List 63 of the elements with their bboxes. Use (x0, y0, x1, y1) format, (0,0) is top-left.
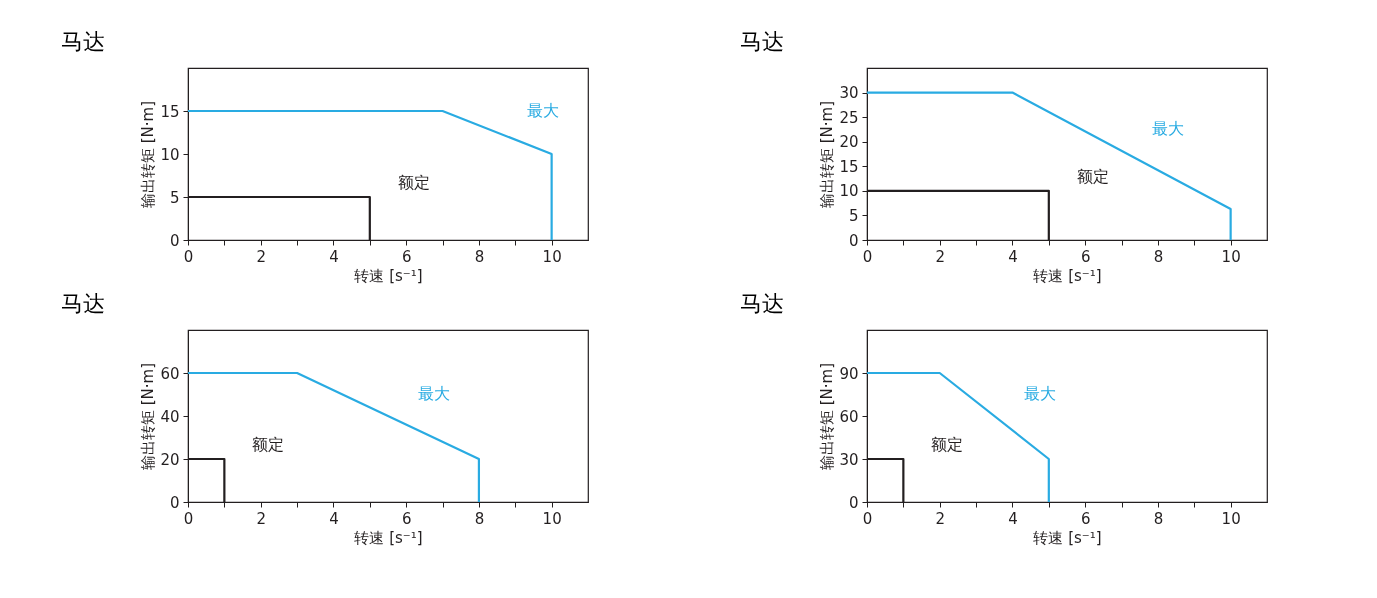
x-axis-title: 转速 [s⁻¹] (1033, 528, 1102, 547)
y-tick-label: 60 (839, 407, 859, 426)
x-axis-title: 转速 [s⁻¹] (354, 266, 423, 285)
y-tick-label: 5 (169, 188, 180, 207)
series-label: 最大 (1024, 384, 1057, 403)
series-label: 最大 (418, 384, 450, 403)
y-tick-label: 10 (160, 145, 180, 164)
x-tick-label: 8 (1153, 247, 1164, 266)
y-tick-label: 20 (839, 133, 859, 152)
y-tick-label: 25 (839, 108, 859, 127)
y-tick-label: 15 (160, 102, 180, 121)
y-tick-label: 30 (839, 450, 859, 469)
x-tick-label: 6 (401, 247, 412, 266)
x-tick-label: 0 (183, 247, 194, 266)
y-axis-title: 输出转矩 [N·m] (139, 100, 158, 209)
y-axis-title: 输出转矩 [N·m] (818, 100, 837, 209)
x-tick-label: 2 (256, 247, 266, 266)
x-tick-label: 8 (1153, 509, 1164, 528)
x-tick-label: 4 (329, 247, 339, 266)
y-tick-label: 0 (169, 493, 180, 512)
series-label: 额定 (931, 435, 964, 454)
x-tick-label: 6 (1080, 509, 1091, 528)
x-tick-label: 10 (1221, 247, 1241, 266)
y-axis-title: 输出转矩 [N·m] (139, 362, 158, 471)
x-axis-title: 转速 [s⁻¹] (354, 528, 423, 547)
chart-title: 马达 (60, 29, 105, 54)
y-tick-label: 0 (848, 231, 859, 250)
series-label: 最大 (1151, 118, 1184, 138)
y-tick-label: 10 (839, 182, 859, 201)
y-tick-label: 20 (160, 450, 180, 469)
x-tick-label: 4 (1008, 509, 1018, 528)
x-tick-label: 2 (935, 247, 945, 266)
x-tick-label: 2 (256, 509, 266, 528)
y-tick-label: 15 (839, 157, 859, 176)
series-label: 额定 (252, 435, 285, 454)
y-tick-label: 40 (160, 407, 180, 426)
series-label: 额定 (397, 173, 430, 192)
x-tick-label: 8 (474, 509, 485, 528)
x-tick-label: 4 (1008, 247, 1018, 266)
x-tick-label: 8 (474, 247, 485, 266)
x-axis-title: 转速 [s⁻¹] (1033, 266, 1102, 285)
y-tick-label: 0 (848, 493, 859, 512)
chart-title: 马达 (739, 291, 784, 316)
x-tick-label: 10 (542, 509, 562, 528)
x-tick-label: 0 (183, 509, 194, 528)
chart-title: 马达 (739, 29, 784, 54)
y-tick-label: 30 (839, 84, 859, 103)
x-tick-label: 6 (401, 509, 412, 528)
x-tick-label: 10 (542, 247, 562, 266)
x-tick-label: 0 (862, 247, 873, 266)
x-tick-label: 0 (862, 509, 873, 528)
series-label: 最大 (527, 100, 560, 120)
x-tick-label: 10 (1221, 509, 1241, 528)
y-tick-label: 60 (160, 364, 180, 383)
chart-title: 马达 (60, 291, 105, 316)
x-tick-label: 4 (329, 509, 339, 528)
series-label: 额定 (1076, 166, 1109, 186)
x-tick-label: 6 (1080, 247, 1091, 266)
y-axis-title: 输出转矩 [N·m] (818, 362, 837, 471)
y-tick-label: 90 (839, 364, 859, 383)
x-tick-label: 2 (935, 509, 945, 528)
y-tick-label: 5 (848, 206, 859, 225)
y-tick-label: 0 (169, 231, 180, 250)
